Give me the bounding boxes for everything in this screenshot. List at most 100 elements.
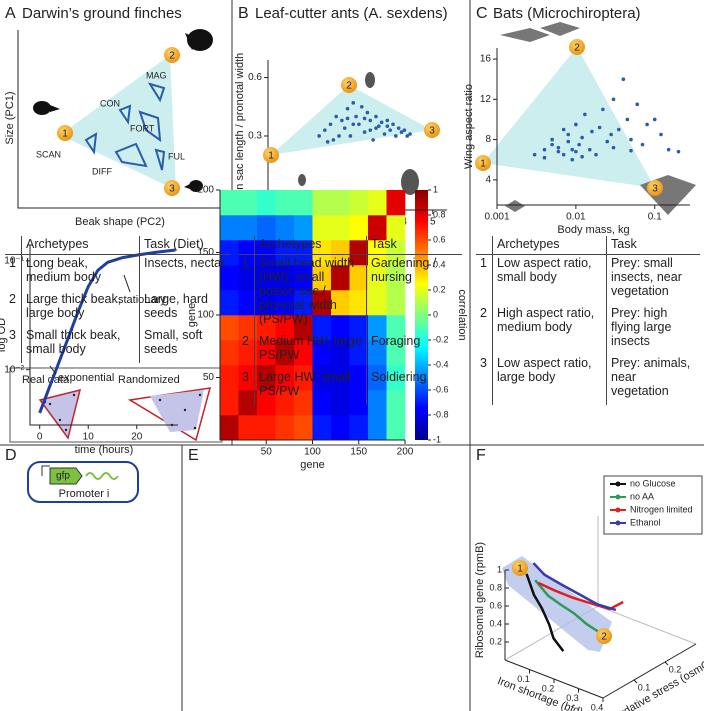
species-label: DIFF: [92, 166, 112, 176]
table-cell: Large HW, small PS/PW: [254, 369, 366, 405]
table-cell: 2: [476, 305, 492, 355]
data-point: [629, 149, 633, 153]
data-point: [570, 158, 574, 162]
species-label: FUL: [168, 151, 185, 161]
data-point: [543, 148, 547, 152]
data-point: [351, 101, 355, 105]
bird-icon: [33, 101, 51, 115]
table-cell: 2: [238, 333, 254, 369]
legend-marker: [616, 508, 621, 513]
data-point: [617, 128, 621, 132]
colorbar-tick-label: -1: [433, 434, 441, 444]
data-point: [408, 132, 412, 136]
y-tick-label: 8: [485, 134, 491, 145]
bird-icon: [50, 105, 60, 112]
x-tick-label: 100: [304, 447, 321, 458]
data-point: [566, 133, 570, 137]
y-tick-label: 50: [203, 372, 215, 383]
y-axis-label: Wing aspect ratio: [463, 84, 475, 169]
y-tick-label: 0.6: [248, 72, 262, 83]
archetype-label: 3: [652, 184, 658, 195]
x-tick-label: 150: [350, 447, 367, 458]
x-tick-label: 50: [261, 447, 273, 458]
data-point: [363, 130, 367, 134]
data-point: [533, 153, 537, 157]
x-axis-label: Beak shape (PC2): [75, 216, 165, 228]
box-edge: [598, 606, 696, 644]
table-cell: 3: [238, 369, 254, 405]
y-axis-label: Ribosomal gene (rpmB): [474, 542, 486, 658]
archetype-label: 1: [268, 151, 274, 162]
data-point: [368, 119, 372, 123]
heat-cell: [220, 390, 239, 415]
heat-cell: [368, 415, 387, 440]
table-cell: Small head width (HW), small poison sac …: [254, 255, 366, 333]
panel-title: Darwin’s ground finches: [22, 5, 182, 22]
table-cell: Prey: high flying large insects: [606, 305, 700, 355]
y-tick-label: 0.2: [489, 636, 502, 646]
heat-cell: [220, 190, 239, 215]
y-tick-label: 4: [485, 174, 491, 185]
x-tick-label: 0.001: [484, 212, 509, 223]
table-cell: 3: [476, 355, 492, 405]
legend-label: no Glucose: [630, 478, 676, 488]
table-cell: 2: [5, 291, 21, 327]
table-cell: Large, hard seeds: [139, 291, 231, 327]
table-corner: [238, 236, 254, 255]
panel-letter: E: [188, 447, 199, 464]
data-point: [635, 103, 639, 107]
species-label: SCAN: [36, 149, 61, 159]
x-tick-label: 200: [397, 447, 414, 458]
figure: A Darwin’s ground finches B Leaf-cutter …: [0, 0, 704, 711]
panel-title: Bats (Microchiroptera): [493, 5, 641, 22]
data-point: [386, 124, 390, 128]
legend-label: no AA: [630, 491, 654, 501]
table-cell: 1: [476, 255, 492, 305]
archetype-label: 3: [169, 184, 175, 195]
table-cell: Low aspect ratio, small body: [492, 255, 606, 305]
data-point: [605, 140, 609, 144]
data-point: [346, 117, 350, 121]
panel-letter: A: [5, 5, 16, 22]
x-tick-label: 10: [83, 432, 95, 443]
data-point: [601, 108, 605, 112]
table-cell: Prey: small insects, near vegetation: [606, 255, 700, 305]
y-tick-label: 0.4: [489, 618, 502, 628]
archetype-label: 1: [517, 564, 523, 575]
data-point: [594, 153, 598, 157]
panel-title: Leaf-cutter ants (A. sexdens): [255, 5, 448, 22]
x-tick-label: 0.1: [648, 212, 662, 223]
data-point: [337, 134, 341, 138]
table-corner: [476, 236, 492, 255]
y-tick-label: 16: [480, 54, 492, 65]
data-point: [360, 105, 364, 109]
data-point: [677, 150, 681, 154]
data-point: [354, 115, 358, 119]
archetype-polytope: [483, 47, 655, 188]
data-point: [317, 134, 321, 138]
panel-letter: F: [476, 447, 486, 464]
heat-cell: [220, 415, 239, 440]
heat-cell: [257, 415, 276, 440]
table-cell: 1: [238, 255, 254, 333]
archetype-label: 1: [480, 159, 486, 170]
table-cell: Medium HW, large PS/PW: [254, 333, 366, 369]
z-tick: [665, 662, 668, 665]
table-cell: Long beak, medium body: [21, 255, 139, 291]
panel-letter: B: [238, 5, 249, 22]
archetype-label: 2: [574, 43, 580, 54]
gene-label: gfp: [56, 471, 70, 482]
data-point: [598, 126, 602, 130]
inset-dot: [194, 427, 196, 429]
data-point: [357, 122, 361, 126]
species-label: FORT: [130, 123, 155, 133]
data-point: [645, 123, 649, 127]
ant-icon: [298, 174, 306, 186]
heat-cell: [387, 190, 406, 215]
archetype-label: 1: [62, 129, 68, 140]
heat-cell: [294, 190, 313, 215]
data-point: [580, 136, 584, 140]
data-point: [653, 118, 657, 122]
data-point: [562, 128, 566, 132]
